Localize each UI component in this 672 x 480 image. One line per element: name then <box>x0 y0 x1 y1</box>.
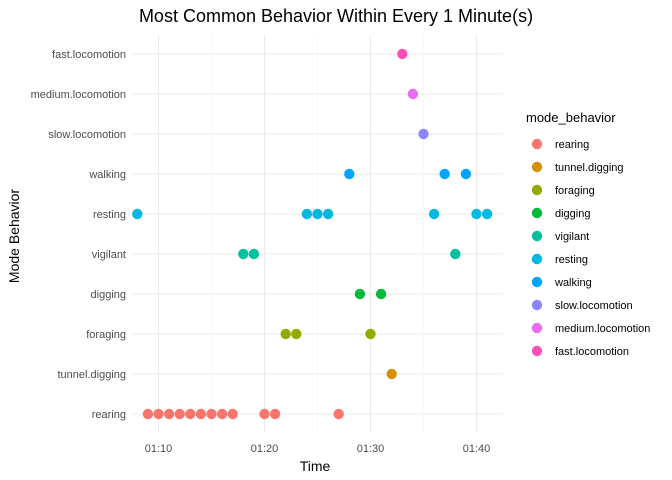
data-point-fast-locomotion <box>397 48 408 60</box>
chart-title: Most Common Behavior Within Every 1 Minu… <box>139 6 533 26</box>
data-point-vigilant <box>238 248 249 260</box>
data-point-resting <box>301 208 313 220</box>
x-axis-tick-labels: 01:10 01:20 01:30 01:40 <box>145 443 491 455</box>
legend-label: vigilant <box>555 231 589 243</box>
data-point-rearing <box>195 408 207 420</box>
legend-label: medium.locomotion <box>555 323 650 335</box>
data-point-rearing <box>333 408 344 420</box>
y-tick-label: foraging <box>86 329 126 341</box>
legend-key-slow-locomotion <box>531 299 543 311</box>
data-point-rearing <box>227 408 238 420</box>
legend-key-digging <box>531 207 543 219</box>
data-point-resting <box>132 208 143 220</box>
data-points <box>132 48 493 420</box>
data-point-foraging <box>280 328 291 340</box>
legend-key-fast-locomotion <box>531 345 543 357</box>
data-point-walking <box>344 168 355 180</box>
data-point-rearing <box>174 408 185 420</box>
data-point-rearing <box>185 408 196 420</box>
y-tick-label: resting <box>93 209 126 221</box>
legend-label: resting <box>555 254 588 266</box>
x-axis-title: Time <box>300 458 331 474</box>
y-tick-label: slow.locomotion <box>48 129 126 141</box>
legend-label: digging <box>555 208 590 220</box>
legend-key-rearing <box>531 138 543 150</box>
legend-title: mode_behavior <box>526 110 616 125</box>
data-point-vigilant <box>450 248 461 260</box>
data-point-resting <box>312 208 323 220</box>
data-point-slow-locomotion <box>418 128 429 140</box>
data-point-tunnel-digging <box>386 368 397 380</box>
data-point-rearing <box>163 408 175 420</box>
y-tick-label: medium.locomotion <box>31 89 126 101</box>
y-tick-label: rearing <box>92 409 126 421</box>
legend-label: fast.locomotion <box>555 346 629 358</box>
data-point-foraging <box>291 328 302 340</box>
legend-label: walking <box>554 277 592 289</box>
data-point-walking <box>460 168 472 180</box>
y-tick-label: tunnel.digging <box>57 369 126 381</box>
legend: mode_behavior rearing tunnel.digging forag… <box>526 110 650 358</box>
data-point-rearing <box>142 408 154 420</box>
legend-key-vigilant <box>531 230 543 242</box>
data-point-rearing <box>269 408 281 420</box>
legend-label: foraging <box>555 185 595 197</box>
data-point-resting <box>322 208 334 220</box>
data-point-vigilant <box>248 248 260 260</box>
legend-label: rearing <box>555 139 589 151</box>
x-tick-label: 01:20 <box>251 443 279 455</box>
data-point-resting <box>481 208 493 220</box>
data-point-rearing <box>259 408 270 420</box>
data-point-resting <box>471 208 482 220</box>
data-point-digging <box>354 288 366 300</box>
data-point-rearing <box>216 408 228 420</box>
data-point-rearing <box>153 408 164 420</box>
legend-label: slow.locomotion <box>555 300 633 312</box>
x-tick-label: 01:30 <box>357 443 385 455</box>
legend-key-walking <box>531 276 543 288</box>
x-tick-label: 01:40 <box>463 443 491 455</box>
y-tick-label: walking <box>88 169 126 181</box>
data-point-walking <box>439 168 450 180</box>
y-tick-label: fast.locomotion <box>52 49 126 61</box>
x-tick-label: 01:10 <box>145 443 173 455</box>
data-point-resting <box>428 208 440 220</box>
data-point-digging <box>375 288 387 300</box>
y-axis-title: Mode Behavior <box>6 189 22 284</box>
legend-key-tunnel-digging <box>531 161 543 173</box>
legend-key-resting <box>531 253 543 265</box>
data-point-rearing <box>206 408 217 420</box>
data-point-medium-locomotion <box>407 88 419 100</box>
grid-lines <box>132 35 503 432</box>
legend-key-medium-locomotion <box>531 322 543 334</box>
legend-key-foraging <box>531 184 543 196</box>
data-point-foraging <box>365 328 376 340</box>
y-axis-tick-labels: rearing tunnel.digging foraging digging vigi… <box>31 49 126 421</box>
y-tick-label: vigilant <box>92 249 126 261</box>
y-tick-label: digging <box>91 289 126 301</box>
legend-label: tunnel.digging <box>555 162 624 174</box>
